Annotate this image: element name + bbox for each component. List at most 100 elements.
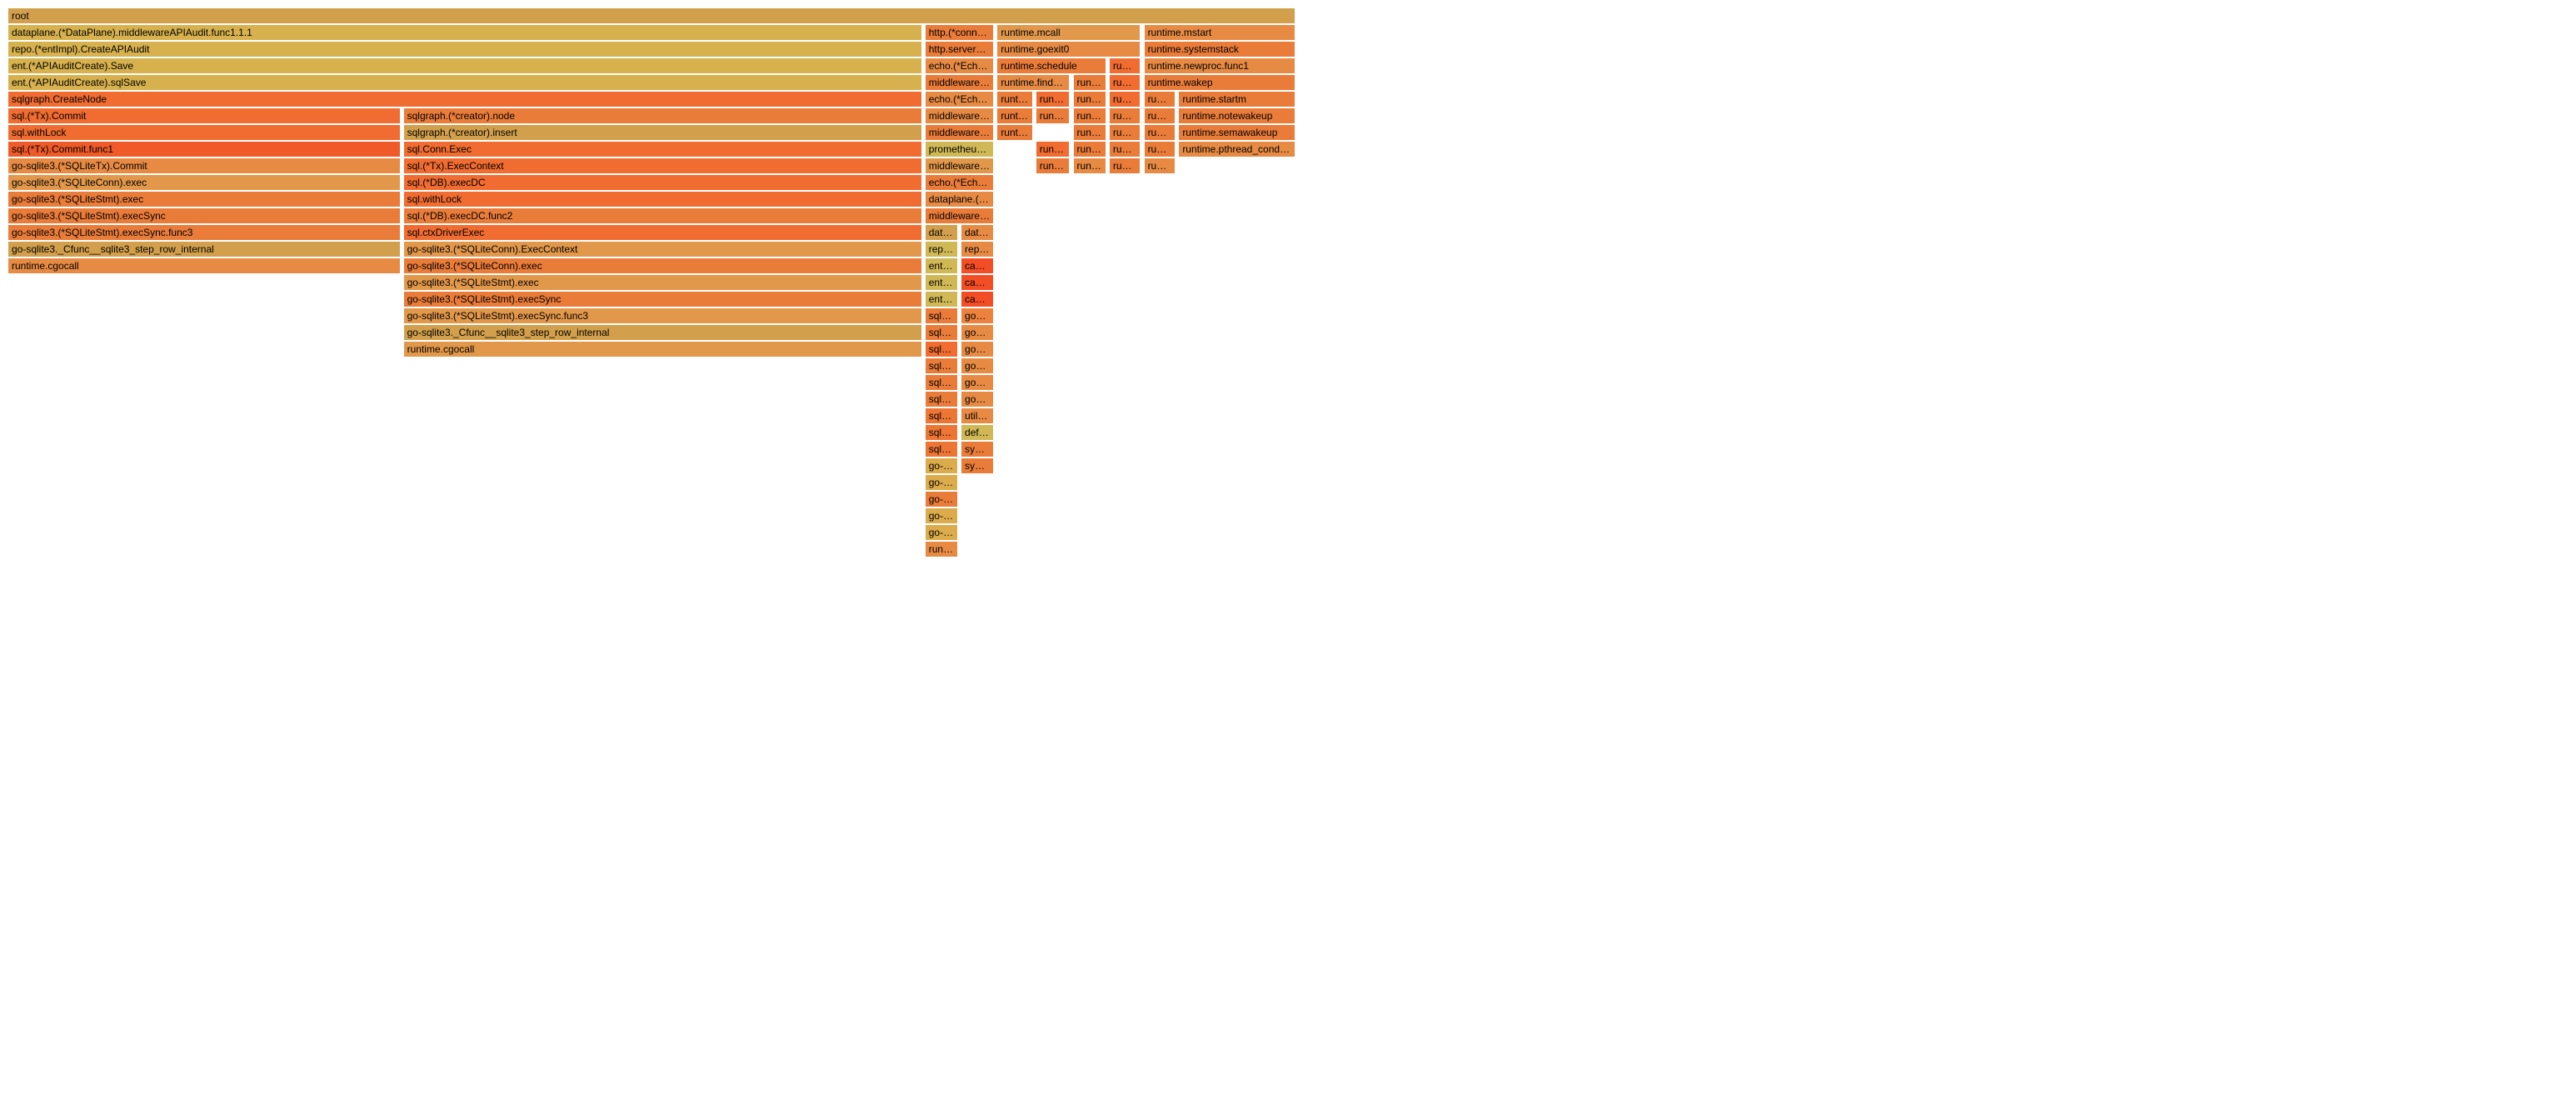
flame-cell[interactable]: dataplane.(*DataPlane).middlewareAPIAudi… [8,25,921,40]
flame-cell[interactable]: sql.withLock [8,125,400,140]
flame-cell[interactable]: runtime.startm [1179,92,1295,107]
flame-cell[interactable]: runtime.wakep [1145,75,1295,90]
flame-cell[interactable]: runtime.cgocall [926,542,957,557]
flame-cell[interactable]: runtime.cgocall [404,342,921,357]
flame-cell[interactable]: runtime.systemstack [1145,42,1295,57]
flame-cell[interactable]: middleware.RecoverCustomMiddleware.func1… [926,158,993,173]
flame-cell[interactable]: middleware.RequestLoggerWithConfig.func1… [926,75,993,90]
flame-cell[interactable]: runtime.schedule [997,58,1105,73]
flame-cell[interactable]: sql.Conn.Exec [404,142,921,157]
flame-cell[interactable]: dataplane.(*DataPlane).superAdminProxy [961,225,993,240]
flame-cell[interactable]: runtime.cgocall [8,258,400,273]
flame-cell[interactable]: runtime.mstart1 [1110,75,1141,90]
flame-cell[interactable]: govaluate.EvaluableExpression.Eval [961,325,993,340]
flame-cell[interactable]: go-sqlite3.SQLiteDriver.Open [926,525,957,540]
flame-cell[interactable]: sync.(*RWMutex).RUnlock [961,458,993,473]
flame-cell[interactable]: govaluate.evaluateStage [961,375,993,390]
flame-cell[interactable]: runtime.startm [1145,125,1176,140]
flame-cell[interactable]: runtime.schedule [1110,92,1141,107]
flame-cell[interactable]: runtime.goroutineReady [1036,158,1070,173]
flame-cell[interactable]: repo.(*entImpl).QueryHosts [961,242,993,257]
flame-cell[interactable]: sql.(*Tx).ExecContext [404,158,921,173]
flame-cell[interactable]: runtime.pthread_cond_signal [1179,142,1295,157]
flame-cell[interactable]: runtime.stopm [997,92,1031,107]
flame-cell[interactable]: runtime.pthread_cond_signal [1074,158,1106,173]
flame-cell[interactable]: echo.(*Echo).add.func1 [926,175,993,190]
flame-cell[interactable]: runtime.findRunnable [1110,108,1141,123]
flame-cell[interactable]: govaluate.evaluateStage [961,392,993,407]
flame-cell[interactable]: casbin.(*Enforcer).enforceWithMatcherAnd… [961,292,993,307]
flame-cell[interactable]: middleware.CasbinMiddleware.func1.1 [926,208,993,223]
flame-cell[interactable]: defaultrolemanager.(*RoleManager).HasLin… [961,425,993,440]
flame-cell[interactable]: casbin.(*Enforcer).enforceWithMatcher [961,275,993,290]
flame-cell[interactable]: prometheus.InstrumentHandlerCounter.func… [926,142,993,157]
flame-cell[interactable]: repo.(*entImpl).CreateAPIAudit [8,42,921,57]
flame-cell[interactable]: runtime.notewakeup [1179,108,1295,123]
flame-cell[interactable]: runtime.resetspinning [1074,75,1106,90]
flame-cell[interactable]: go-sqlite3.(*SQLiteStmt).execSync.func3 [404,308,921,323]
flame-cell[interactable]: go-sqlite3._Cfunc__sqlite3_step_row_inte… [8,242,400,257]
flame-cell[interactable]: sqlgraph.(*creator).insert [404,125,921,140]
flame-cell[interactable]: runtime.mstart [1145,25,1295,40]
flame-cell[interactable]: ent.(*ProxyQuery).All [926,258,957,273]
flame-cell[interactable]: runtime.semawakeup [1074,142,1106,157]
flame-cell[interactable]: runtime.notewakeup [1074,125,1106,140]
flame-cell[interactable]: runtime.runtimer [1036,108,1070,123]
flame-cell[interactable]: runtime.newproc.func1 [1145,58,1295,73]
flame-cell[interactable]: ent.(*APIAuditCreate).sqlSave [8,75,921,90]
flame-cell[interactable]: go-sqlite3._Cfunc_sqlite3_finalize [926,492,957,507]
flame-cell[interactable]: casbin.(*Enforcer).enforce [961,258,993,273]
flame-cell[interactable]: runtime.goexit0 [997,42,1140,57]
flame-cell[interactable]: go-sqlite3.(*SQLiteConn).exec [8,175,400,190]
flame-cell[interactable]: ent.(*ProxyQuery).sqlAll [926,275,957,290]
flame-cell[interactable]: runtime.findRunnable [997,75,1069,90]
flame-cell[interactable]: go-sqlite3.(*SQLiteStmt).exec [404,275,921,290]
flame-cell[interactable]: go-sqlite3.(*SQLiteStmt).execSync [8,208,400,223]
flame-cell[interactable]: runtime.mPark [1110,142,1141,157]
flame-cell[interactable]: sql.(*Tx).Commit.func1 [8,142,400,157]
flame-cell[interactable]: ent.(*APIAuditCreate).Save [8,58,921,73]
flame-cell[interactable]: runtime.notesleep [997,125,1031,140]
flame-cell[interactable]: util.KeyMatch2Wrapper [961,408,993,423]
flame-cell[interactable]: sql.(*DB).QueryContext [926,325,957,340]
flame-cell[interactable]: runtime.mstart0 [1110,58,1141,73]
flame-cell[interactable]: root [8,8,1295,23]
flame-cell[interactable]: go-sqlite3.(*SQLiteConn).exec [404,258,921,273]
flame-cell[interactable]: sqlgraph.CreateNode [8,92,921,107]
flame-cell[interactable]: runtime.semawakeup [1179,125,1295,140]
flame-cell[interactable]: runtime.notewakeup [1145,142,1176,157]
flame-cell[interactable]: repo.(*entImpl).QueryProxies [926,242,957,257]
flame-cell[interactable]: http.(*conn).serve [926,25,993,40]
flame-cell[interactable]: sql.(*DB).query [926,342,957,357]
flame-cell[interactable]: go-sqlite3.(*SQLiteConn).ExecContext [404,242,921,257]
flame-cell[interactable]: go-sqlite3.(*SQLiteTx).Commit [8,158,400,173]
flame-cell[interactable]: runtime.wakep [1074,92,1106,107]
flame-cell[interactable]: go-sqlite3._Cfunc_sqlite3_close_v2 [926,508,957,523]
flame-cell[interactable]: runtime.mcall [997,25,1140,40]
flame-cell[interactable]: sql.ctxDriverExec [404,225,921,240]
flame-cell[interactable]: sql.(*DB).execDC.func2 [404,208,921,223]
flame-cell[interactable]: sql.withLock [404,192,921,207]
flame-cell[interactable]: go-sqlite3.(*SQLiteStmt).exec [8,192,400,207]
flame-cell[interactable]: runtime.checkTimers [1036,92,1070,107]
flame-cell[interactable]: runtime.stopm [1110,125,1141,140]
flame-cell[interactable]: sql.(*Driver).Query [926,308,957,323]
flame-cell[interactable]: runtime.wakep [1145,108,1176,123]
flame-cell[interactable]: go-sqlite3.(*SQLiteStmt).Close.func1 [926,475,957,490]
flame-cell[interactable]: sql.(*DB).queryDC [926,358,957,373]
flame-cell[interactable]: middleware.TimeoutMiddleware.func1.1.1 [926,125,993,140]
flame-cell[interactable]: runtime.startm [1074,108,1106,123]
flame-cell[interactable]: runtime.newproc1 [1145,92,1176,107]
flame-cell[interactable]: ent.(*ProxyQuery).sqlQuery [926,292,957,307]
flame-cell[interactable]: go-sqlite3._Cfunc__sqlite3_step_row_inte… [404,325,921,340]
flame-cell[interactable]: sql.(*DB).execDC [404,175,921,190]
flame-cell[interactable]: sql.(*driverConn).finalClose [926,442,957,457]
flame-cell[interactable]: sqlgraph.(*creator).node [404,108,921,123]
flame-cell[interactable]: echo.(*Echo).add.func1 [926,92,993,107]
flame-cell[interactable]: http.serverHandler.ServeHTTP [926,42,993,57]
flame-cell[interactable]: sql.(*DB).queryDC.func1 [926,392,957,407]
flame-cell[interactable]: sql.ctxDriverQuery [926,408,957,423]
flame-cell[interactable]: sql.(*driverConn).finalClose.func2 [926,425,957,440]
flame-cell[interactable]: go-sqlite3.(*SQLiteStmt).execSync [404,292,921,307]
flame-cell[interactable]: middleware.TimeoutMiddleware.func1.1 [926,108,993,123]
